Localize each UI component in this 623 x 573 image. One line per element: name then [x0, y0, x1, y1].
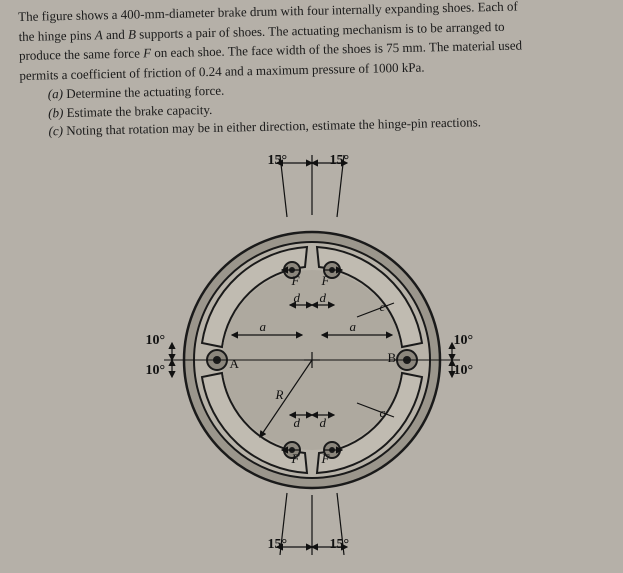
var-F: F: [143, 45, 151, 60]
angle-bottom-left: 15°: [268, 537, 288, 553]
label-A: A: [230, 356, 239, 372]
var-B: B: [128, 26, 136, 41]
question-label-c: (c): [48, 123, 63, 138]
angle-top-right: 15°: [330, 153, 350, 169]
question-label-a: (a): [48, 86, 63, 101]
label-F-br: F: [322, 451, 330, 467]
drum-svg: [132, 155, 492, 555]
problem-statement: The figure shows a 400-mm-diameter brake…: [18, 0, 608, 141]
intro-text: the hinge pins: [18, 27, 91, 44]
label-B: B: [388, 350, 397, 366]
angle-right-down: 10°: [454, 363, 474, 379]
question-b: Estimate the brake capacity.: [66, 102, 212, 120]
label-F-tl: F: [292, 273, 300, 289]
var-A: A: [95, 27, 103, 42]
brake-drum-diagram: 15° 15° 15° 15° 10° 10° 10° 10°: [132, 155, 492, 555]
intro-text: and: [106, 26, 125, 41]
angle-top-left: 15°: [268, 153, 288, 169]
angle-left-down: 10°: [146, 363, 166, 379]
question-label-b: (b): [48, 105, 63, 120]
angle-right-up: 10°: [454, 333, 474, 349]
angle-left-up: 10°: [146, 333, 166, 349]
label-F-tr: F: [322, 273, 330, 289]
label-c-b: c: [380, 405, 386, 421]
label-R: R: [276, 387, 284, 403]
label-a-l: a: [260, 319, 267, 335]
label-d-br: d: [320, 415, 327, 431]
label-F-bl: F: [292, 451, 300, 467]
label-a-r: a: [350, 319, 357, 335]
label-d-tr: d: [320, 290, 327, 306]
label-d-bl: d: [294, 415, 301, 431]
angle-bottom-right: 15°: [330, 537, 350, 553]
label-c-t: c: [380, 299, 386, 315]
question-a: Determine the actuating force.: [66, 83, 224, 101]
label-d-tl: d: [294, 290, 301, 306]
intro-text: produce the same force: [19, 46, 140, 64]
